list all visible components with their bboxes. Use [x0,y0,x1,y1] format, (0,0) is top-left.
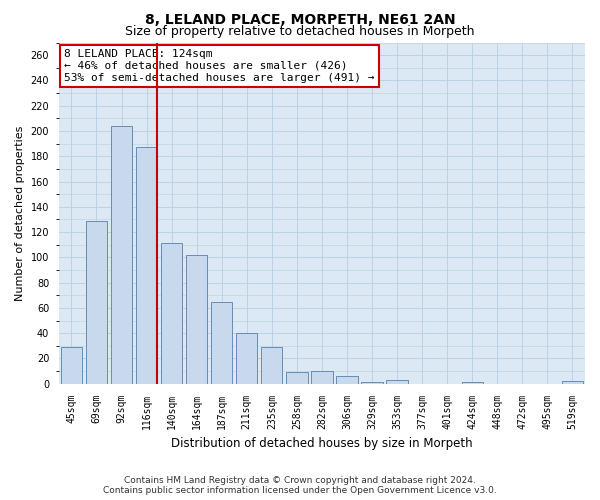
Text: 8 LELAND PLACE: 124sqm
← 46% of detached houses are smaller (426)
53% of semi-de: 8 LELAND PLACE: 124sqm ← 46% of detached… [64,50,374,82]
Bar [261,347,283,384]
Bar [386,380,408,384]
Bar [562,381,583,384]
Bar [461,382,483,384]
X-axis label: Distribution of detached houses by size in Morpeth: Distribution of detached houses by size … [171,437,473,450]
Bar [186,255,208,384]
Bar [311,371,332,384]
Bar [236,333,257,384]
Bar [361,382,383,384]
Bar [161,244,182,384]
Y-axis label: Number of detached properties: Number of detached properties [15,126,25,301]
Bar [286,372,308,384]
Bar [111,126,132,384]
Text: Size of property relative to detached houses in Morpeth: Size of property relative to detached ho… [125,25,475,38]
Bar [61,347,82,384]
Bar [211,302,232,384]
Text: Contains HM Land Registry data © Crown copyright and database right 2024.: Contains HM Land Registry data © Crown c… [124,476,476,485]
Text: 8, LELAND PLACE, MORPETH, NE61 2AN: 8, LELAND PLACE, MORPETH, NE61 2AN [145,12,455,26]
Bar [136,148,157,384]
Bar [337,376,358,384]
Bar [86,220,107,384]
Text: Contains public sector information licensed under the Open Government Licence v3: Contains public sector information licen… [103,486,497,495]
